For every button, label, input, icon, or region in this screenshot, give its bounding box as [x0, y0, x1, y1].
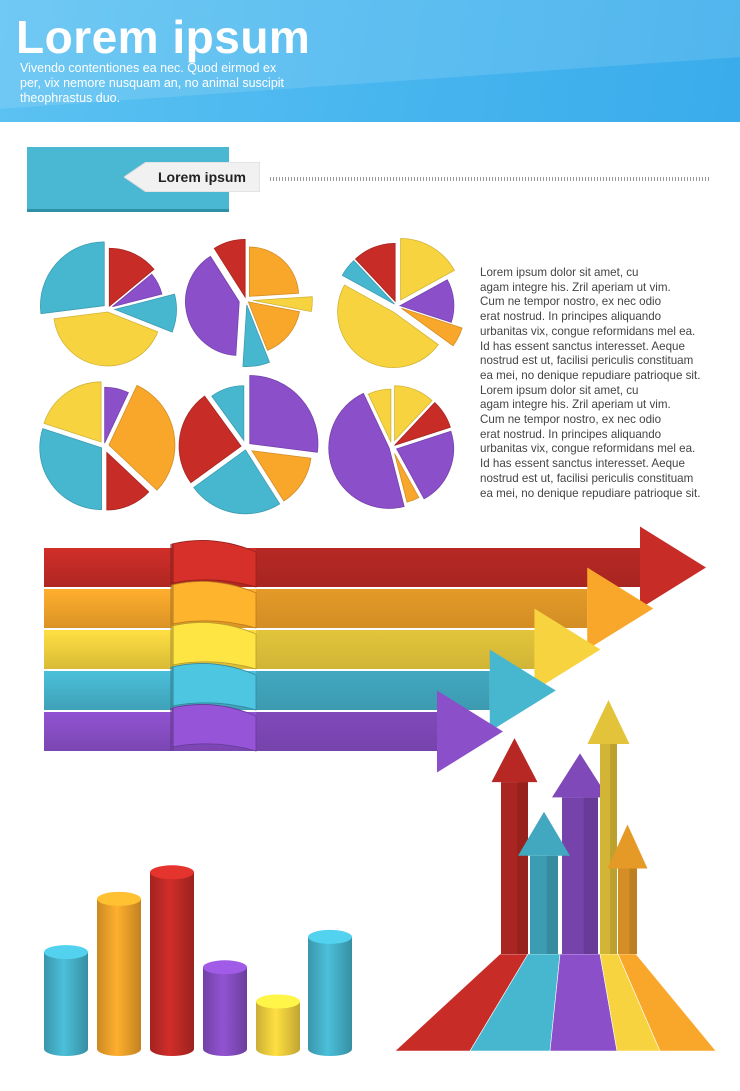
- pie-slice: [398, 279, 455, 323]
- pie-slice: [400, 238, 455, 301]
- cylinder-bar: [256, 994, 300, 1056]
- ribbon-arrow: [44, 567, 654, 650]
- up-arrow: [587, 700, 630, 954]
- cylinder-top: [203, 960, 247, 975]
- cylinder-top: [256, 994, 300, 1009]
- pie-slice: [367, 388, 392, 443]
- pie-slice: [394, 402, 451, 446]
- cylinder-bar: [44, 945, 88, 1056]
- pie-slice: [396, 430, 455, 500]
- pie-slice: [247, 301, 300, 351]
- ribbon-arrow: [44, 649, 556, 732]
- pie-slice: [193, 449, 281, 515]
- cylinder-top: [308, 929, 352, 944]
- arrow-head: [534, 608, 601, 691]
- ribbon-arrow: [44, 608, 601, 691]
- pie-slice: [249, 246, 300, 297]
- pie-slice: [394, 385, 433, 442]
- pie-slice: [113, 293, 177, 333]
- cylinder-bar: [97, 891, 141, 1056]
- pie-slice: [39, 428, 102, 510]
- arrow-floor: [394, 953, 717, 1052]
- pie-slice: [178, 395, 242, 484]
- pie-slice: [108, 247, 155, 308]
- up-arrow: [552, 753, 608, 954]
- dotted-divider: [270, 177, 710, 181]
- arrow-head: [518, 811, 570, 856]
- pie-slice: [394, 453, 420, 503]
- arrow-head: [491, 738, 538, 783]
- arrow-head: [640, 526, 706, 609]
- pie-slice: [401, 307, 463, 347]
- pie-chart: [328, 385, 455, 509]
- cylinder-top: [97, 891, 141, 906]
- pie-slice: [106, 451, 150, 511]
- ribbon-arrow: [44, 690, 503, 773]
- arrow-head: [607, 824, 648, 869]
- ribbon-arrow: [44, 526, 706, 609]
- pie-slice: [242, 304, 270, 367]
- pie-slice: [337, 284, 439, 368]
- cylinder-bar: [308, 929, 352, 1056]
- up-arrow: [491, 738, 538, 954]
- pie-slice: [40, 241, 105, 315]
- cylinder-top: [44, 945, 88, 960]
- up-arrow: [518, 811, 570, 954]
- pie-chart: [337, 238, 463, 368]
- cylinder-bar: [150, 865, 194, 1056]
- pie-slice: [251, 450, 312, 502]
- pie-slice: [53, 311, 159, 367]
- pie-chart: [40, 241, 177, 367]
- arrow-head: [587, 567, 654, 650]
- pie-slice: [341, 260, 395, 305]
- up-arrow: [607, 824, 648, 954]
- pie-chart: [185, 239, 313, 367]
- pie-slice: [185, 255, 240, 356]
- pie-slice: [108, 384, 176, 491]
- pie-slice: [112, 273, 163, 308]
- page-title: Lorem ipsum: [16, 11, 311, 63]
- pie-slice: [252, 296, 313, 313]
- pie-chart: [39, 381, 176, 511]
- header-banner: Lorem ipsum Vivendo contentiones ea nec.…: [0, 0, 740, 122]
- pie-chart: [178, 375, 319, 515]
- cylinder-top: [150, 865, 194, 880]
- tag-shape: [124, 162, 260, 192]
- pie-slice: [104, 386, 129, 444]
- body-paragraph: Lorem ipsum dolor sit amet, cu agam inte…: [480, 266, 701, 500]
- arrow-head: [552, 753, 608, 798]
- pie-slice: [249, 375, 319, 453]
- section-tag: [124, 162, 260, 192]
- pie-slice: [213, 239, 246, 299]
- pie-slice: [43, 381, 102, 443]
- pie-slice: [328, 392, 405, 509]
- arrow-head: [587, 700, 630, 744]
- page-subtitle: Vivendo contentiones ea nec. Quod eirmod…: [20, 61, 285, 105]
- pie-slice: [211, 385, 245, 442]
- cylinder-bar: [203, 960, 247, 1056]
- arrow-head: [437, 690, 503, 773]
- pie-slice: [354, 242, 396, 303]
- section-tag-label: Lorem ipsum: [158, 169, 246, 185]
- arrow-head: [489, 649, 556, 732]
